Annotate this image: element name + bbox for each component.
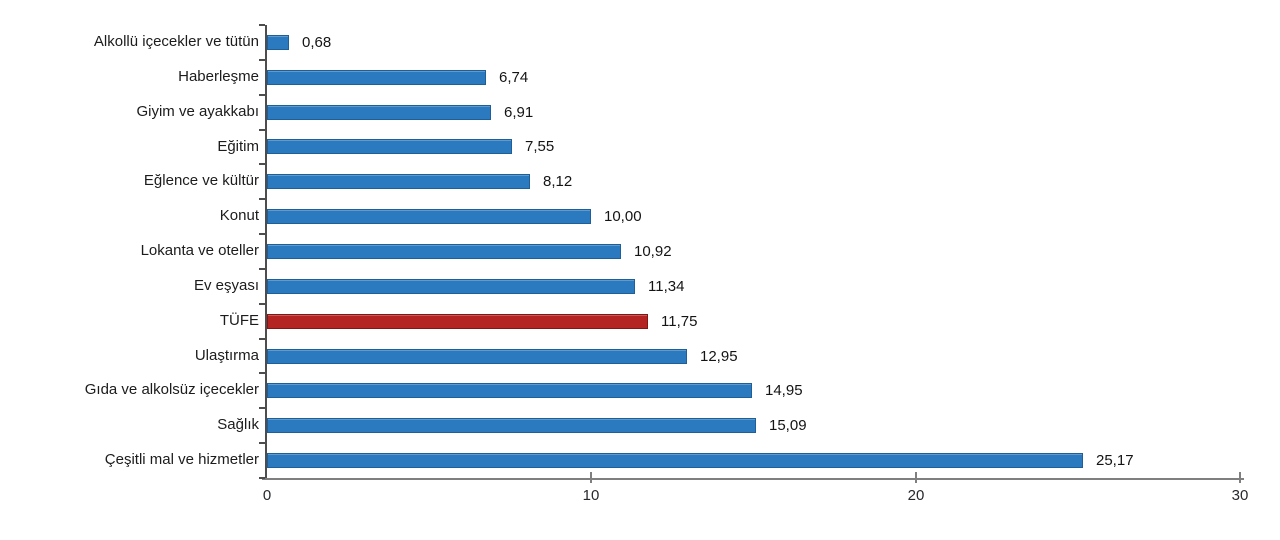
bar (267, 35, 289, 50)
x-axis-tick-label: 10 (582, 487, 600, 504)
x-axis-tick-label: 20 (907, 487, 925, 504)
bar (267, 209, 591, 224)
y-axis-tick (259, 338, 265, 340)
category-label: Ulaştırma (194, 346, 259, 364)
category-label: Gıda ve alkolsüz içecekler (84, 381, 259, 399)
value-label: 6,74 (499, 69, 529, 86)
y-axis-tick (259, 372, 265, 374)
y-axis-line (265, 25, 267, 480)
category-label: Ev eşyası (193, 276, 259, 294)
value-label: 8,12 (543, 173, 573, 190)
y-axis-tick (259, 198, 265, 200)
y-axis-tick (259, 94, 265, 96)
bar-highlight (267, 314, 648, 329)
y-axis-tick (259, 24, 265, 26)
bar (267, 174, 530, 189)
y-axis-tick (259, 163, 265, 165)
value-label: 12,95 (700, 348, 738, 365)
category-label: Giyim ve ayakkabı (136, 102, 259, 120)
bar (267, 349, 687, 364)
x-axis-line (262, 478, 1244, 480)
value-label: 6,91 (504, 104, 534, 121)
plot-area: 0,68 6,74 6,91 7,55 8,12 10,00 10,92 11,34 11,75… (259, 24, 1244, 483)
value-label: 0,68 (302, 34, 332, 51)
value-label: 10,92 (634, 243, 672, 260)
y-axis-tick (259, 268, 265, 270)
bar (267, 105, 491, 120)
x-axis-tick (590, 472, 592, 483)
value-label: 11,34 (648, 278, 685, 295)
x-axis-tick (1239, 472, 1241, 483)
y-axis-tick (259, 233, 265, 235)
x-axis-tick (915, 472, 917, 483)
category-label: Eğlence ve kültür (143, 172, 259, 190)
value-label: 14,95 (765, 382, 803, 399)
y-axis-tick (259, 303, 265, 305)
x-axis-tick-label: 0 (262, 487, 272, 504)
category-label: Haberleşme (178, 67, 259, 85)
bar (267, 244, 621, 259)
value-label: 10,00 (604, 208, 642, 225)
y-axis-tick (259, 129, 265, 131)
category-label: Çeşitli mal ve hizmetler (104, 451, 259, 469)
category-label: Konut (219, 207, 259, 225)
category-label: TÜFE (219, 311, 259, 329)
bar (267, 70, 486, 85)
bar (267, 383, 752, 398)
bar (267, 139, 512, 154)
bar (267, 279, 635, 294)
y-axis-tick (259, 442, 265, 444)
y-axis-tick (259, 407, 265, 409)
bar (267, 453, 1083, 468)
category-label: Eğitim (217, 137, 259, 155)
category-label: Lokanta ve oteller (140, 242, 259, 260)
category-label: Alkollü içecekler ve tütün (93, 33, 259, 50)
category-label: Sağlık (217, 416, 259, 434)
bar (267, 418, 756, 433)
value-label: 7,55 (525, 138, 555, 155)
value-label: 25,17 (1096, 452, 1134, 469)
y-axis-tick (259, 59, 265, 61)
value-label: 11,75 (661, 313, 698, 330)
x-axis-tick-label: 30 (1231, 487, 1249, 504)
y-axis-tick (259, 477, 265, 479)
value-label: 15,09 (769, 417, 807, 434)
